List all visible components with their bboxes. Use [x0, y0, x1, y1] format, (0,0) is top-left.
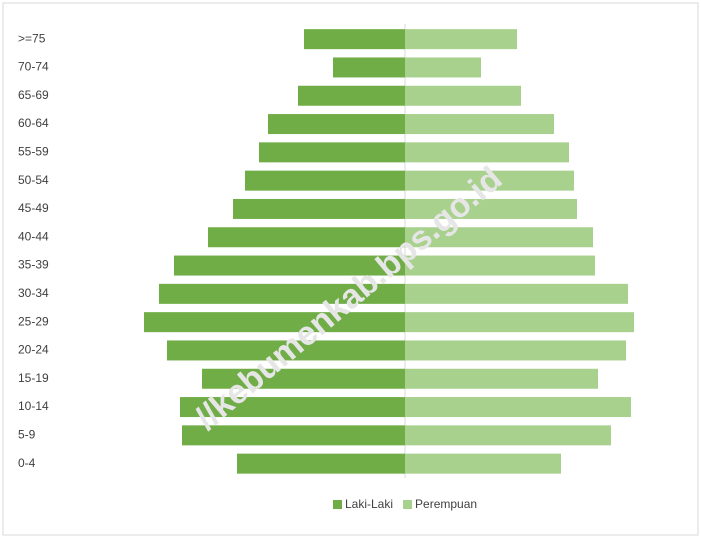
bar — [405, 453, 561, 474]
bar — [405, 283, 628, 304]
bar — [174, 255, 405, 276]
bar — [333, 57, 405, 78]
y-tick-label: 60-64 — [18, 116, 49, 130]
y-tick-label: 40-44 — [18, 229, 49, 243]
bar — [405, 255, 595, 276]
legend-label: Perempuan — [415, 497, 477, 511]
bar — [405, 368, 598, 389]
bar — [405, 198, 577, 219]
bar — [182, 425, 405, 446]
bar — [405, 227, 593, 248]
legend-swatch — [403, 500, 413, 509]
bar — [159, 283, 405, 304]
bar — [405, 425, 611, 446]
bar — [405, 57, 481, 78]
bar — [208, 227, 405, 248]
y-tick-label: 10-14 — [18, 399, 49, 413]
bar — [233, 198, 405, 219]
bar — [405, 170, 574, 191]
bar — [245, 170, 405, 191]
bar — [237, 453, 405, 474]
y-tick-label: 55-59 — [18, 145, 49, 159]
y-tick-label: 5-9 — [18, 428, 36, 442]
y-tick-label: 65-69 — [18, 88, 49, 102]
y-tick-label: 15-19 — [18, 371, 49, 385]
y-tick-label: 0-4 — [18, 456, 36, 470]
bar — [405, 114, 554, 135]
y-tick-label: 20-24 — [18, 343, 49, 357]
y-tick-label: 35-39 — [18, 258, 49, 272]
bar — [405, 29, 517, 50]
bar — [268, 114, 405, 135]
bar — [298, 85, 405, 106]
legend-label: Laki-Laki — [345, 497, 393, 511]
y-tick-label: 50-54 — [18, 173, 49, 187]
bar — [144, 312, 405, 333]
y-tick-label: 70-74 — [18, 60, 49, 74]
bar — [304, 29, 405, 50]
bar — [405, 340, 626, 361]
y-tick-label: 45-49 — [18, 201, 49, 215]
bar — [405, 397, 631, 418]
legend-swatch — [333, 500, 342, 509]
bar — [202, 368, 405, 389]
y-tick-label: >=75 — [18, 31, 46, 45]
bar — [405, 312, 634, 333]
y-tick-label: 25-29 — [18, 314, 49, 328]
bar — [405, 85, 521, 106]
bar — [405, 142, 569, 163]
bar — [180, 397, 405, 418]
bar — [259, 142, 405, 163]
y-tick-label: 30-34 — [18, 286, 49, 300]
bar — [167, 340, 405, 361]
